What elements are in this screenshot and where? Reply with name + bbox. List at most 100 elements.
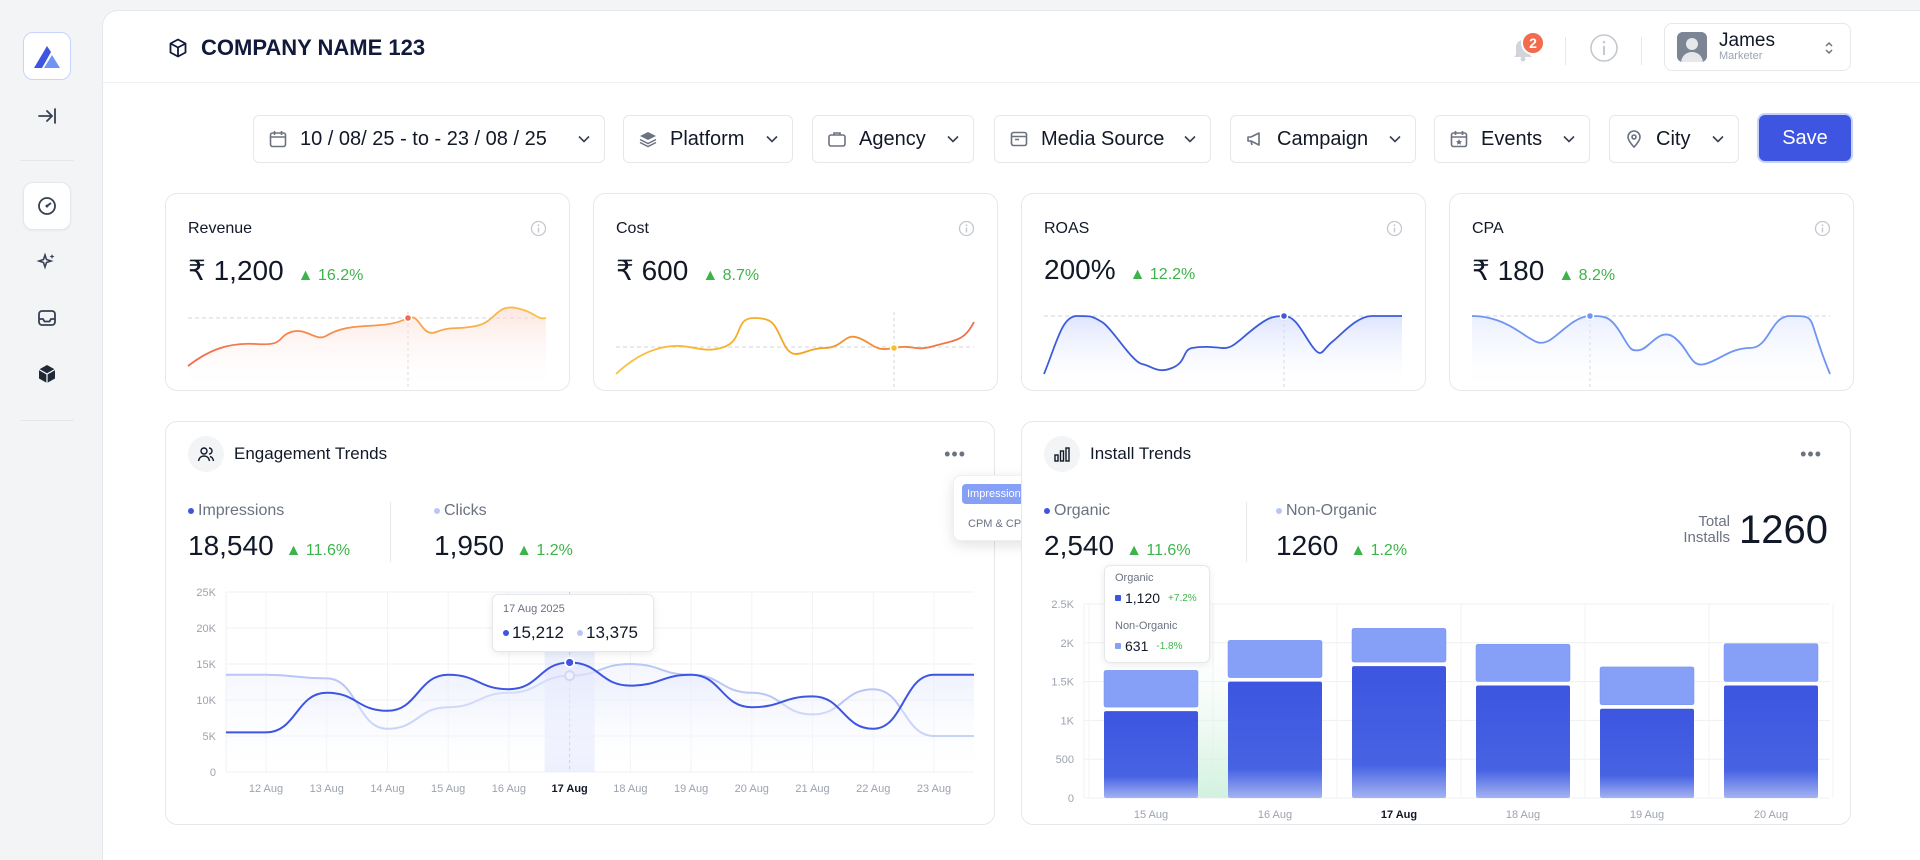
metric-delta-value: 11.6% bbox=[1146, 542, 1191, 559]
y-tick-label: 0 bbox=[210, 767, 216, 779]
kpi-card-cost: Cost ₹ 600 ▲ 8.7% bbox=[593, 193, 998, 391]
metric-value-row: 18,540 ▲ 11.6% bbox=[188, 530, 350, 562]
kpi-delta: ▲ 8.7% bbox=[702, 267, 760, 284]
kpi-value: 200% bbox=[1044, 254, 1116, 285]
bar-non-organic bbox=[1227, 640, 1323, 678]
y-tick-label: 20K bbox=[196, 623, 216, 635]
save-button[interactable]: Save bbox=[1759, 115, 1851, 161]
metric-label-row: Non-Organic bbox=[1276, 502, 1407, 520]
metric-value: 18,540 bbox=[188, 530, 274, 561]
cube-icon bbox=[38, 365, 56, 383]
total-installs-value: 1260 bbox=[1739, 508, 1828, 552]
avatar-icon bbox=[1677, 32, 1707, 62]
engagement-line-chart[interactable]: 0 5K 10K 15K 20K 25K 12 Aug 13 Aug 14 Aug 15 Aug 1… bbox=[166, 576, 995, 825]
metric-label-row: Clicks bbox=[434, 502, 573, 520]
chevron-down-icon bbox=[1184, 135, 1196, 143]
events-filter[interactable]: Events bbox=[1434, 115, 1590, 163]
calendar-icon bbox=[269, 131, 287, 148]
kpi-value-row: ₹ 600 ▲ 8.7% bbox=[616, 254, 759, 287]
x-tick-label: 15 Aug bbox=[1134, 809, 1168, 821]
user-menu[interactable]: James Marketer bbox=[1664, 23, 1851, 71]
more-options-button[interactable]: ••• bbox=[944, 444, 966, 464]
revenue-sparkline bbox=[187, 306, 547, 390]
chevron-down-icon bbox=[1712, 135, 1724, 143]
expand-sidebar-button[interactable] bbox=[23, 92, 71, 140]
metric-label: Non-Organic bbox=[1286, 502, 1377, 519]
kpi-value: ₹ 600 bbox=[616, 255, 689, 286]
kpi-delta-value: 8.7% bbox=[722, 267, 760, 284]
y-tick-label: 1.5K bbox=[1051, 677, 1074, 689]
kpi-delta: ▲ 16.2% bbox=[297, 267, 364, 284]
sparkles-icon bbox=[36, 252, 55, 270]
info-icon[interactable] bbox=[1386, 220, 1403, 237]
app-logo[interactable] bbox=[23, 32, 71, 80]
total-label-line: Installs bbox=[1683, 529, 1730, 546]
y-tick-label: 0 bbox=[1068, 793, 1074, 805]
collapse-arrow-icon bbox=[38, 108, 56, 124]
tooltip-label: Organic bbox=[1115, 572, 1154, 584]
sidebar-item-ai[interactable] bbox=[23, 238, 71, 286]
tooltip-value: 13,375 bbox=[586, 623, 638, 642]
info-icon[interactable] bbox=[958, 220, 975, 237]
metric-delta: ▲ 1.2% bbox=[516, 542, 573, 559]
kpi-title: CPA bbox=[1472, 220, 1504, 237]
x-tick-label: 13 Aug bbox=[310, 783, 344, 795]
legend-dot bbox=[577, 630, 583, 636]
sidebar-item-dashboard[interactable] bbox=[23, 182, 71, 230]
user-name: James bbox=[1719, 30, 1775, 51]
more-options-button[interactable]: ••• bbox=[1800, 444, 1822, 464]
tooltip-delta: -1.8% bbox=[1156, 640, 1183, 652]
x-tick-label: 22 Aug bbox=[856, 783, 890, 795]
date-range-text: 10 / 08/ 25 - to - 23 / 08 / 25 bbox=[300, 127, 547, 150]
metric-label: Organic bbox=[1054, 502, 1111, 519]
date-range-filter[interactable]: 10 / 08/ 25 - to - 23 / 08 / 25 bbox=[253, 115, 605, 163]
non-organic-metric: Non-Organic 1260 ▲ 1.2% bbox=[1276, 502, 1407, 562]
sidebar-item-products[interactable] bbox=[23, 350, 71, 398]
y-tick-label: 10K bbox=[196, 695, 216, 707]
inbox-icon bbox=[38, 310, 56, 326]
legend-dot bbox=[503, 630, 509, 636]
info-icon[interactable] bbox=[530, 220, 547, 237]
legend-dot bbox=[1044, 508, 1050, 514]
y-tick-label: 5K bbox=[203, 731, 217, 743]
menu-item-cpm-cpc[interactable]: CPM & CPC bbox=[968, 518, 1030, 530]
metric-delta: ▲ 11.6% bbox=[1126, 542, 1191, 559]
kpi-value-row: 200% ▲ 12.2% bbox=[1044, 254, 1195, 286]
tooltip-row: 631 -1.8% bbox=[1115, 638, 1182, 654]
x-tick-label: 17 Aug bbox=[1381, 809, 1417, 821]
x-tick-label: 20 Aug bbox=[1754, 809, 1788, 821]
metric-label: Clicks bbox=[444, 502, 487, 519]
kpi-title: Cost bbox=[616, 220, 649, 237]
metric-value: 1,950 bbox=[434, 530, 505, 561]
media-source-filter[interactable]: Media Source bbox=[994, 115, 1211, 163]
header-divider bbox=[1641, 37, 1642, 65]
agency-filter[interactable]: Agency bbox=[812, 115, 974, 163]
series-line-impressions bbox=[226, 661, 974, 734]
sidebar-item-inbox[interactable] bbox=[23, 294, 71, 342]
y-tick-label: 2.5K bbox=[1051, 599, 1074, 611]
total-label-line: Total bbox=[1698, 513, 1730, 530]
company-name: COMPANY NAME 123 bbox=[201, 35, 426, 60]
megaphone-icon bbox=[1247, 132, 1260, 146]
kpi-title: Revenue bbox=[188, 220, 253, 237]
gauge-icon bbox=[38, 197, 56, 215]
metric-label-row: Organic bbox=[1044, 502, 1191, 520]
city-filter[interactable]: City bbox=[1609, 115, 1739, 163]
campaign-filter[interactable]: Campaign bbox=[1230, 115, 1416, 163]
kpi-delta: ▲ 12.2% bbox=[1129, 266, 1196, 283]
bar-non-organic bbox=[1103, 670, 1199, 708]
x-tick-label: 21 Aug bbox=[795, 783, 829, 795]
kpi-card-revenue: Revenue ₹ 1,200 ▲ 16.2% bbox=[165, 193, 570, 391]
y-tick-label: 1K bbox=[1061, 715, 1075, 727]
cpa-sparkline bbox=[1471, 311, 1831, 390]
briefcase-icon bbox=[828, 132, 846, 147]
install-bar-chart[interactable]: 0 500 1K 1.5K 2K 2.5K 15 Aug 16 Aug 17 Aug 18 Aug… bbox=[1022, 576, 1851, 825]
info-icon[interactable] bbox=[1589, 33, 1619, 63]
chevron-down-icon bbox=[1563, 135, 1575, 143]
kpi-title: ROAS bbox=[1044, 220, 1090, 237]
sidebar bbox=[0, 0, 100, 850]
tooltip-row: 1,120 +7.2% bbox=[1115, 590, 1197, 606]
info-icon[interactable] bbox=[1814, 220, 1831, 237]
bar-non-organic bbox=[1599, 666, 1695, 706]
platform-filter[interactable]: Platform bbox=[623, 115, 793, 163]
